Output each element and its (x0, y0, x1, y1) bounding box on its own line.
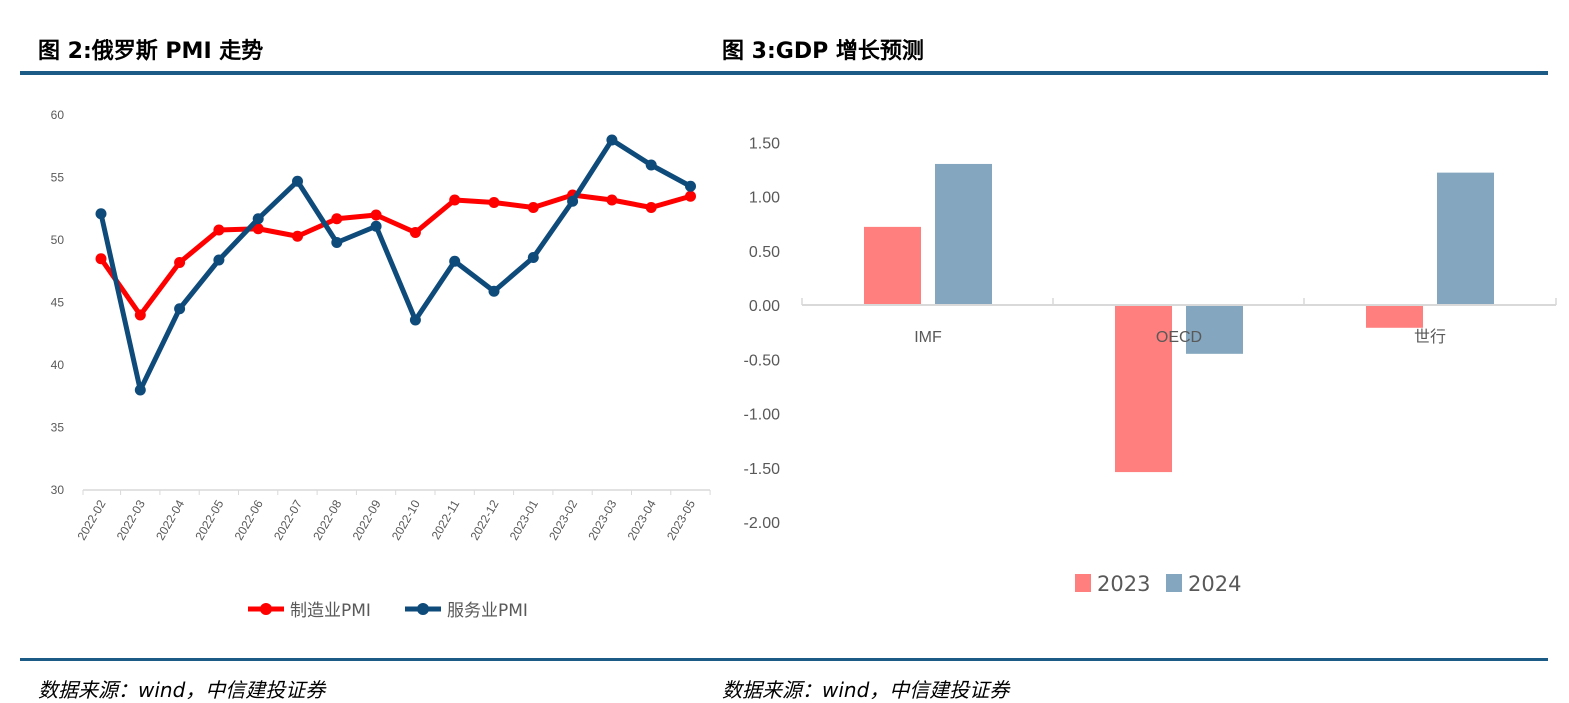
data-point-0 (645, 202, 657, 213)
series-line-0 (98, 192, 692, 318)
y-tick-label: -1.50 (744, 461, 781, 478)
x-tick-label: IMF (914, 329, 942, 346)
right-chart-title: 图 3:GDP 增长预测 (722, 39, 924, 64)
bar-2024 (935, 163, 992, 305)
x-tick-label: 世行 (1414, 328, 1446, 346)
x-tick-label: 2023-03 (585, 497, 619, 542)
legend-label: 制造业PMI (290, 601, 371, 621)
data-point-0 (449, 194, 461, 206)
y-tick-label: 55 (51, 171, 65, 185)
footer-divider (20, 658, 1548, 661)
data-point-1 (174, 303, 186, 315)
data-point-0 (331, 213, 343, 225)
data-point-0 (685, 190, 696, 202)
data-point-1 (134, 384, 146, 396)
y-tick-label: -1.00 (744, 407, 781, 424)
legend-label: 2024 (1188, 572, 1241, 596)
y-tick-label: 50 (51, 233, 65, 247)
x-tick-label: OECD (1156, 329, 1202, 346)
y-tick-label: 0.00 (749, 298, 780, 315)
data-point-0 (213, 224, 225, 236)
x-tick-label: 2022-06 (232, 497, 266, 542)
left-chart-title: 图 2:俄罗斯 PMI 走势 (38, 39, 264, 64)
data-point-1 (370, 220, 382, 232)
x-tick-label: 2022-07 (271, 497, 305, 542)
data-point-0 (174, 257, 186, 268)
y-tick-label: 30 (51, 483, 65, 497)
legend-marker (260, 603, 272, 615)
x-tick-label: 2022-10 (389, 497, 423, 542)
bar-2023 (864, 226, 921, 305)
y-tick-label: 35 (51, 421, 65, 435)
data-point-1 (567, 195, 579, 207)
data-point-0 (527, 202, 539, 213)
y-tick-label: 0.50 (749, 244, 780, 261)
data-point-1 (606, 134, 618, 146)
left-source: 数据来源：wind，中信建投证券 (38, 678, 326, 702)
x-tick-label: 2022-05 (192, 497, 226, 542)
x-tick-label: 2023-02 (546, 497, 580, 542)
data-point-1 (252, 213, 264, 225)
legend-swatch (1075, 574, 1091, 592)
data-point-1 (488, 285, 500, 297)
x-tick-label: 2022-02 (74, 497, 108, 542)
data-point-1 (685, 180, 696, 192)
bar-2024 (1437, 172, 1494, 305)
bar-2023 (1115, 305, 1172, 473)
data-point-1 (449, 255, 461, 267)
y-tick-label: 40 (51, 358, 65, 372)
data-point-0 (95, 253, 107, 265)
legend-swatch (1166, 574, 1182, 592)
data-point-1 (95, 208, 107, 220)
y-tick-label: -0.50 (744, 352, 781, 369)
data-point-1 (527, 252, 539, 263)
data-point-0 (606, 194, 618, 206)
legend-marker (417, 603, 429, 615)
data-point-1 (213, 254, 225, 266)
data-point-1 (645, 159, 657, 171)
x-tick-label: 2023-05 (664, 497, 698, 542)
right-source: 数据来源：wind，中信建投证券 (722, 678, 1010, 702)
y-tick-label: 45 (51, 296, 65, 310)
data-point-0 (292, 230, 303, 242)
legend-label: 2023 (1097, 572, 1150, 596)
x-tick-label: 2022-04 (153, 497, 187, 542)
x-tick-label: 2022-09 (350, 497, 384, 542)
data-point-0 (409, 227, 421, 238)
data-point-1 (409, 314, 421, 326)
data-point-0 (134, 309, 146, 321)
data-point-0 (488, 197, 500, 208)
y-tick-label: -2.00 (744, 515, 781, 532)
data-point-1 (292, 175, 303, 187)
data-point-1 (331, 237, 343, 248)
data-point-0 (252, 223, 264, 235)
x-tick-label: 2022-11 (429, 497, 463, 542)
x-tick-label: 2022-12 (467, 497, 501, 542)
x-tick-label: 2023-04 (625, 497, 659, 542)
x-tick-label: 2022-08 (310, 497, 344, 542)
y-tick-label: 1.00 (749, 190, 780, 207)
data-point-0 (370, 209, 382, 221)
y-tick-label: 60 (51, 108, 65, 122)
bar-2023 (1366, 305, 1423, 328)
bar-2024 (1186, 305, 1243, 354)
y-tick-label: 1.50 (749, 135, 780, 152)
series-line-1 (98, 137, 692, 393)
header-divider (20, 71, 1548, 75)
x-tick-label: 2023-01 (507, 497, 541, 542)
legend-label: 服务业PMI (447, 601, 528, 621)
x-tick-label: 2022-03 (114, 497, 148, 542)
